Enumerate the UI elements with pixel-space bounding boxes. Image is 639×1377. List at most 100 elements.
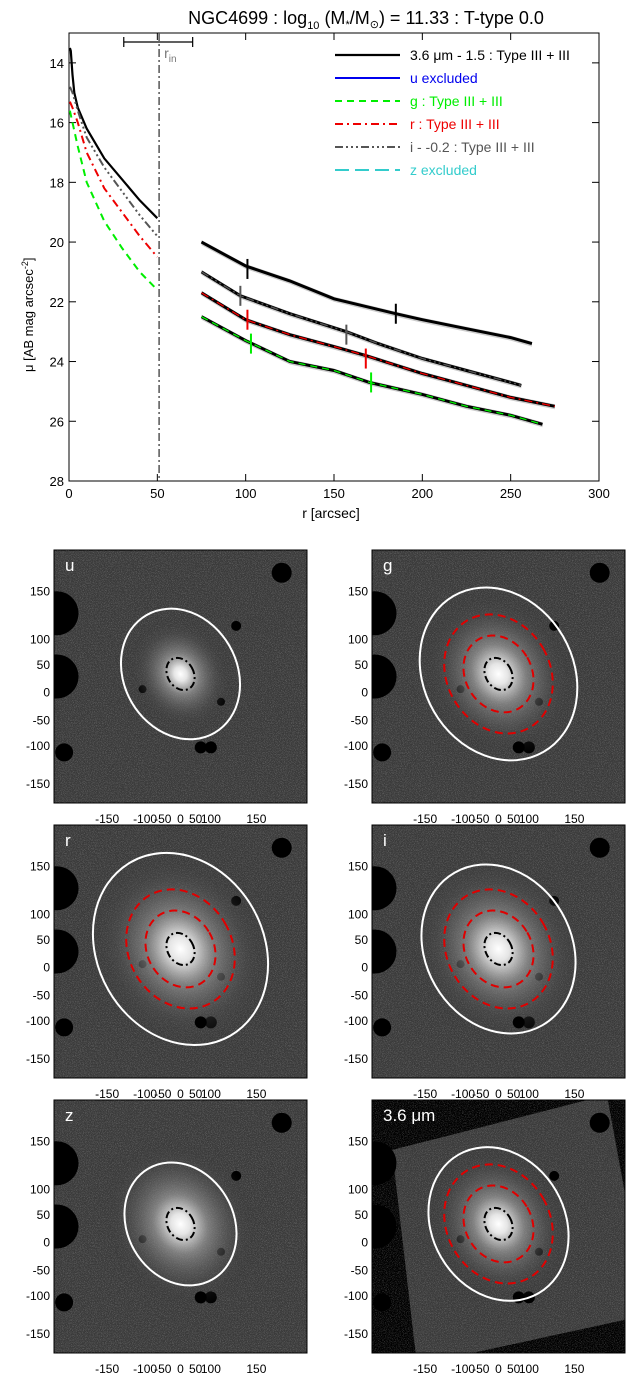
panel-frame <box>53 549 308 804</box>
mask-hole <box>194 741 207 754</box>
panel-x-tick-label: -150 <box>95 1362 119 1376</box>
panel-frame <box>371 1099 626 1354</box>
panel-x-tick-label: 100 <box>201 1362 221 1376</box>
panel-y-tick-label: -100 <box>26 739 50 753</box>
break-ellipse <box>443 613 554 735</box>
panel-x-tick-label: 50 <box>189 812 203 826</box>
panel-y-tick-label: -150 <box>344 1052 368 1066</box>
y-tick-label: 24 <box>50 355 64 370</box>
mask-hole <box>589 562 610 583</box>
series-line-outer <box>201 271 522 387</box>
panel-label: r <box>65 831 71 850</box>
panel-x-tick-label: -100 <box>133 1362 157 1376</box>
panel-x-tick-label: 0 <box>177 1362 184 1376</box>
ylabel-part: -2 <box>20 261 30 269</box>
legend-label: i - -0.2 : Type III + III <box>410 139 535 155</box>
series-3.6 <box>68 47 533 347</box>
panel-y-tick-label: 50 <box>355 1208 369 1222</box>
panel-y-tick-label: 100 <box>348 633 368 647</box>
y-axis: 14 16 18 20 22 24 26 28 <box>50 56 599 489</box>
legend-label: u excluded <box>410 70 478 86</box>
chart-title: NGC4699 : log10 (M*/M⊙) = 11.33 : T-type… <box>188 8 544 32</box>
panel-y-tick-label: -100 <box>26 1289 50 1303</box>
y-tick-label: 26 <box>50 414 64 429</box>
mask-hole <box>373 1018 392 1037</box>
series-line-inner <box>68 110 159 291</box>
series-line-inner <box>68 47 159 219</box>
y-tick-label: 28 <box>50 474 64 489</box>
x-tick-label: 150 <box>323 486 345 501</box>
panel-y-tick-label: 0 <box>361 961 368 975</box>
panel-x-tick-label: -50 <box>472 1362 490 1376</box>
panel-y-tick-label: -50 <box>351 1264 369 1278</box>
panel-x-tick-label: 150 <box>246 1087 266 1101</box>
panel-x-tick-label: -100 <box>133 812 157 826</box>
panel-x-tick-label: 150 <box>564 812 584 826</box>
panel-y-tick-label: -50 <box>33 989 51 1003</box>
title-part: * <box>345 19 350 31</box>
mask-hole <box>373 743 392 762</box>
panel-y-tick-label: 150 <box>30 584 50 598</box>
legend-label: g : Type III + III <box>410 93 503 109</box>
panel-x-tick-label: 100 <box>519 812 539 826</box>
outer-ellipse <box>418 586 579 762</box>
panel-x-tick-label: -100 <box>451 1087 475 1101</box>
core-ellipse <box>483 931 514 967</box>
panel-y-tick-label: 50 <box>37 933 51 947</box>
break-ellipse <box>144 909 217 989</box>
mask-hole <box>372 929 397 974</box>
panel-y-tick-label: 150 <box>348 859 368 873</box>
panel-y-tick-label: -100 <box>344 1014 368 1028</box>
mask-hole <box>55 743 74 762</box>
galaxy-light <box>126 615 235 733</box>
series-line-outer <box>201 241 533 345</box>
galaxy-light <box>87 848 274 1050</box>
legend-label: 3.6 μm - 1.5 : Type III + III <box>410 47 570 63</box>
panel-y-tick-label: 150 <box>30 1134 50 1148</box>
panel-x-tick-label: 150 <box>564 1087 584 1101</box>
panel-frame <box>371 824 626 1079</box>
panel-x-tick-label: 50 <box>507 1087 521 1101</box>
panel-x-tick-label: 0 <box>495 1087 502 1101</box>
mask-hole <box>512 741 525 754</box>
panel-y-tick-label: 100 <box>30 1183 50 1197</box>
series-line-inner <box>68 86 159 237</box>
panel-y-tick-label: -50 <box>351 714 369 728</box>
plot-frame <box>68 32 600 482</box>
panel-x-tick-label: 150 <box>246 812 266 826</box>
panel-x-tick-label: 0 <box>495 1362 502 1376</box>
y-tick-label: 20 <box>50 235 64 250</box>
mask-hole <box>271 1112 292 1133</box>
panel-x-tick-label: -150 <box>413 1362 437 1376</box>
y-tick-label: 18 <box>50 175 64 190</box>
mask-hole <box>372 1204 397 1249</box>
mask-hole <box>55 1293 74 1312</box>
panel-frame <box>53 824 308 1079</box>
panel-x-tick-label: 100 <box>201 1087 221 1101</box>
panel-y-tick-label: 50 <box>37 658 51 672</box>
panel-x-tick-label: 150 <box>564 1362 584 1376</box>
panel-x-tick-label: -50 <box>472 812 490 826</box>
panel-x-tick-label: 50 <box>189 1362 203 1376</box>
panel-x-tick-label: 50 <box>507 812 521 826</box>
panel-x-tick-label: -150 <box>95 812 119 826</box>
panel-x-tick-label: -50 <box>154 1362 172 1376</box>
mask-hole <box>372 591 397 636</box>
panel-y-tick-label: -100 <box>344 1289 368 1303</box>
title-part: ) = 11.33 : T-type 0.0 <box>379 8 544 28</box>
panel-y-tick-label: -150 <box>344 1327 368 1341</box>
panel-x-tick-label: 0 <box>495 812 502 826</box>
panel-x-tick-label: 150 <box>246 1362 266 1376</box>
x-axis: 0 50 100 150 200 250 300 <box>65 33 610 501</box>
panel-x-tick-label: -100 <box>451 1362 475 1376</box>
mask-hole <box>54 591 79 636</box>
mask-hole <box>271 837 292 858</box>
mask-hole <box>372 654 397 699</box>
break-ellipse <box>443 888 554 1010</box>
mask-hole <box>194 1291 207 1304</box>
